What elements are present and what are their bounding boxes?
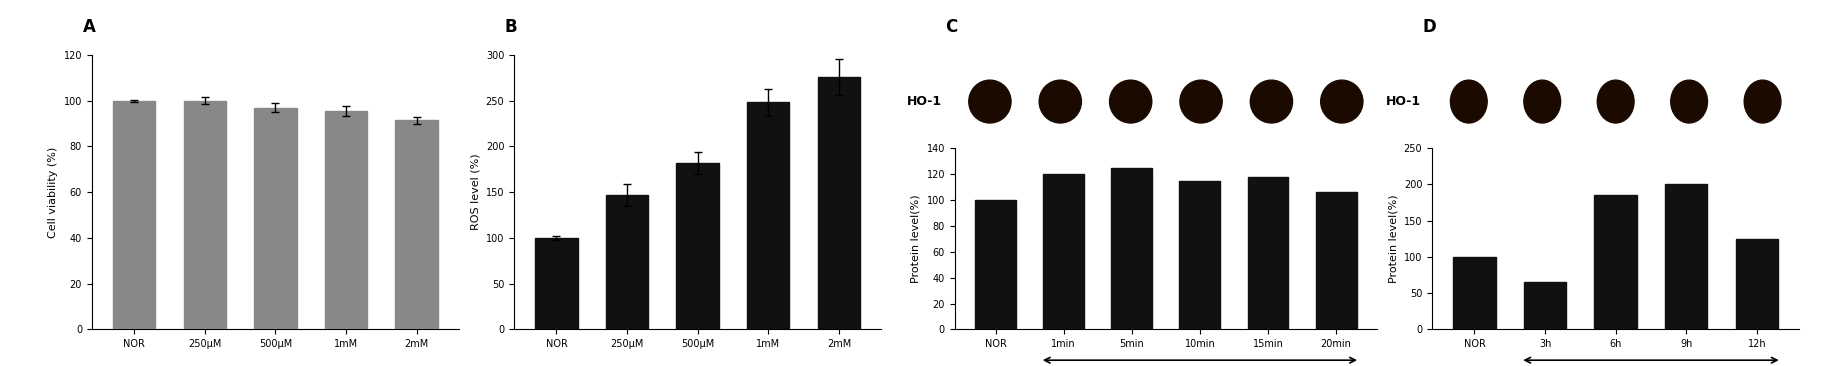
Ellipse shape xyxy=(1250,80,1293,123)
Bar xyxy=(817,77,859,329)
Bar xyxy=(1665,184,1707,329)
Bar xyxy=(676,163,720,329)
Text: A: A xyxy=(83,18,95,36)
Bar xyxy=(1179,180,1221,329)
Bar xyxy=(747,102,789,329)
Bar xyxy=(1735,239,1777,329)
Bar xyxy=(114,101,156,329)
Bar xyxy=(536,238,578,329)
Text: D: D xyxy=(1423,18,1436,36)
Ellipse shape xyxy=(969,80,1012,123)
Y-axis label: Protein level(%): Protein level(%) xyxy=(911,194,922,283)
Text: C: C xyxy=(946,18,958,36)
Ellipse shape xyxy=(1597,80,1634,123)
Bar xyxy=(325,111,367,329)
Ellipse shape xyxy=(1320,80,1362,123)
Ellipse shape xyxy=(1181,80,1223,123)
Bar xyxy=(1594,195,1638,329)
Bar xyxy=(1248,177,1289,329)
Bar xyxy=(975,200,1015,329)
Text: B: B xyxy=(505,18,518,36)
Ellipse shape xyxy=(1524,80,1561,123)
Ellipse shape xyxy=(1744,80,1781,123)
Bar xyxy=(184,101,226,329)
Bar xyxy=(1111,168,1153,329)
Ellipse shape xyxy=(1109,80,1151,123)
Bar xyxy=(1524,282,1566,329)
Bar xyxy=(1454,257,1496,329)
Y-axis label: ROS level (%): ROS level (%) xyxy=(470,154,481,231)
Bar xyxy=(1316,192,1357,329)
Y-axis label: Cell viability (%): Cell viability (%) xyxy=(48,146,59,238)
Bar xyxy=(253,108,297,329)
Text: HO-1: HO-1 xyxy=(907,95,942,108)
Ellipse shape xyxy=(1039,80,1081,123)
Ellipse shape xyxy=(1450,80,1487,123)
Ellipse shape xyxy=(1671,80,1707,123)
Text: HO-1: HO-1 xyxy=(1386,95,1421,108)
Bar xyxy=(395,120,437,329)
Y-axis label: Protein level(%): Protein level(%) xyxy=(1388,194,1399,283)
Bar xyxy=(1043,174,1083,329)
Bar xyxy=(606,195,648,329)
